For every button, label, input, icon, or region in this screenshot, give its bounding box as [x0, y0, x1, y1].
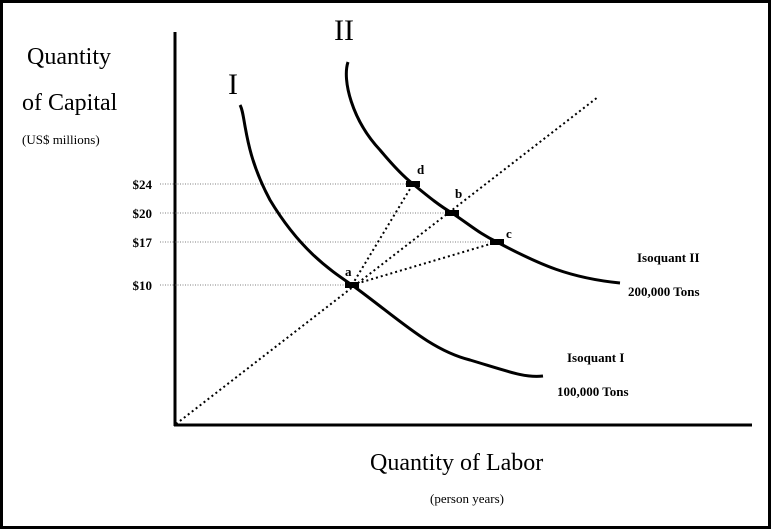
y-tick-label: $24 — [133, 177, 153, 192]
point-label: c — [506, 226, 512, 241]
y-axis-title: Quantity — [27, 44, 111, 70]
expansion-ray — [175, 96, 599, 425]
ray-a-c — [351, 241, 498, 286]
point-markers — [345, 181, 504, 288]
curve-name: Isoquant I — [567, 350, 624, 365]
y-tick-label: $20 — [133, 206, 153, 221]
y-tick-label: $17 — [133, 235, 153, 250]
point-marker — [490, 239, 504, 245]
rays — [175, 96, 599, 425]
isoquant-curve — [344, 61, 621, 285]
curve-output: 100,000 Tons — [557, 384, 629, 399]
point-marker — [406, 181, 420, 187]
point-marker — [445, 210, 459, 216]
curve-label: II — [334, 14, 354, 47]
guide-lines — [160, 183, 497, 286]
x-axis-title: Quantity of Labor — [370, 450, 543, 476]
y-tick-label: $10 — [133, 278, 153, 293]
y-axis-unit: (US$ millions) — [22, 132, 100, 147]
y-axis-title: of Capital — [22, 90, 118, 116]
curve-label: I — [228, 68, 238, 101]
point-label: b — [455, 186, 462, 201]
curve-name: Isoquant II — [637, 250, 700, 265]
point-label: a — [345, 264, 352, 279]
point-marker — [345, 282, 359, 288]
curve-output: 200,000 Tons — [628, 284, 700, 299]
point-label: d — [417, 162, 425, 177]
x-axis-unit: (person years) — [430, 491, 504, 506]
